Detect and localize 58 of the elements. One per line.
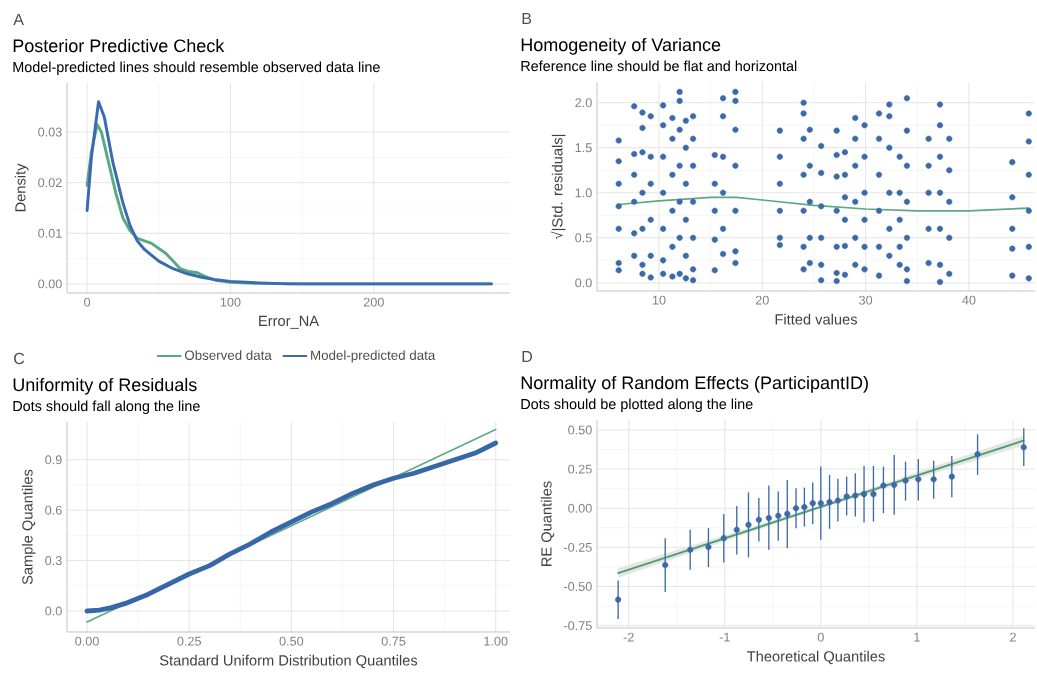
chart-subtitle: Model-predicted lines should resemble observed data line <box>13 61 380 75</box>
y-tick-label: 0.3 <box>45 556 62 566</box>
x-tick-label: 2 <box>1010 632 1016 642</box>
chart-title: Normality of Random Effects (ParticipantID) <box>521 375 868 393</box>
x-tick-label: 0 <box>84 297 91 307</box>
x-axis-title: Standard Uniform Distribution Quantiles <box>159 654 418 669</box>
x-tick-label: 0.25 <box>177 636 202 646</box>
y-tick-label: -0.50 <box>563 582 592 591</box>
y-tick-label: 0.5 <box>575 233 592 243</box>
legend-label: Observed data <box>184 350 272 360</box>
chart-subtitle: Dots should be plotted along the line <box>521 398 753 412</box>
text: C <box>14 352 25 365</box>
y-tick-label: 2.0 <box>575 98 592 108</box>
x-axis-title: Error_NA <box>259 315 320 329</box>
y-axis-title: √|Std. residuals| <box>550 134 566 240</box>
text: A <box>13 13 24 25</box>
y-tick-label: 0.50 <box>568 425 592 435</box>
x-tick-label: 40 <box>962 295 976 305</box>
x-tick-label: 0.00 <box>75 636 99 646</box>
y-tick-label: 1.5 <box>575 143 592 153</box>
y-tick-label: 0.02 <box>38 178 62 188</box>
x-axis-title: Theoretical Quantiles <box>747 650 885 665</box>
y-tick-label: 0.25 <box>568 464 592 474</box>
x-tick-label: 1.00 <box>484 636 508 646</box>
x-tick-label: -1 <box>719 632 730 642</box>
chart-subtitle: Dots should fall along the line <box>13 400 200 414</box>
y-tick-label: 0.00 <box>568 503 592 513</box>
x-tick-label: 200 <box>363 297 384 307</box>
x-tick-label: 100 <box>220 297 241 307</box>
y-tick-label: -0.75 <box>563 621 592 631</box>
y-tick-label: 0.0 <box>575 278 592 288</box>
y-tick-label: 0.6 <box>45 505 62 515</box>
y-tick-label: -0.25 <box>563 542 592 552</box>
x-tick-label: 1 <box>914 632 920 642</box>
y-tick-label: 1.0 <box>575 188 592 198</box>
chart-title: Homogeneity of Variance <box>521 37 721 55</box>
y-tick-label: 0.00 <box>38 279 62 289</box>
legend-label: Model-predicted data <box>311 350 436 363</box>
y-axis-title: Density <box>14 163 29 212</box>
x-tick-label: 0.50 <box>279 636 304 646</box>
x-tick-label: 10 <box>652 295 666 305</box>
x-tick-label: 0.75 <box>381 636 406 646</box>
y-axis-title: Sample Quantiles <box>21 469 36 585</box>
y-tick-label: 0.03 <box>38 127 62 137</box>
x-tick-label: 30 <box>859 295 873 305</box>
chart-subtitle: Reference line should be flat and horizontal <box>521 60 797 72</box>
y-tick-label: 0.9 <box>45 455 62 465</box>
x-axis-title: Fitted values <box>775 313 858 325</box>
chart-title: Posterior Predictive Check <box>13 38 225 53</box>
y-tick-label: 0.01 <box>38 228 62 238</box>
y-axis-title: RE Quantiles <box>540 481 555 566</box>
x-tick-label: 20 <box>755 295 769 305</box>
text: B <box>522 12 532 24</box>
x-tick-label: 0 <box>817 632 824 642</box>
y-tick-label: 0.0 <box>45 606 62 616</box>
text: D <box>522 350 533 362</box>
x-tick-label: -2 <box>623 632 634 642</box>
chart-title: Uniformity of Residuals <box>13 377 197 395</box>
